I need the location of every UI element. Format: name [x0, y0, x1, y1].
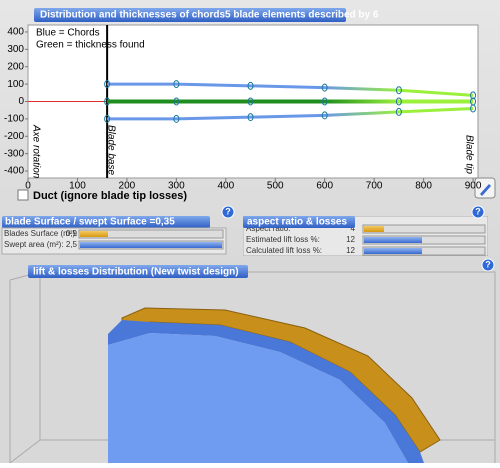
- panel-tab: [243, 216, 355, 228]
- axis-label: Blade tip: [463, 135, 474, 174]
- bar-track: [78, 229, 224, 239]
- point: [321, 111, 328, 120]
- row-label: Estimated lift loss %:: [246, 235, 320, 244]
- x-tick-label: 900: [465, 181, 482, 192]
- point: [470, 97, 477, 106]
- edit-icon: [480, 184, 491, 196]
- x-tick-label: 600: [316, 181, 333, 192]
- point: [104, 114, 111, 123]
- aspect-panel: Aspect ratio: 4 Estimated lift loss %: 1…: [243, 216, 488, 256]
- point: [247, 81, 254, 90]
- bar-fill: [364, 226, 384, 232]
- point: [470, 91, 477, 100]
- y-tick-label: -400: [4, 166, 24, 177]
- x-tick-label: 700: [366, 181, 383, 192]
- axis-label: Blade base: [105, 125, 116, 175]
- y-tick-label: -200: [4, 131, 24, 142]
- chart-title: Distribution and thicknesses of chords5 …: [40, 10, 379, 21]
- help-icon[interactable]: [481, 258, 495, 272]
- surface-3d: [108, 333, 408, 463]
- x-tick-label: 800: [415, 181, 432, 192]
- point: [173, 80, 180, 89]
- panel-title: lift & losses Distribution (New twist de…: [33, 267, 239, 278]
- y-tick-label: 300: [7, 44, 24, 55]
- legend-note: Green = thickness found: [36, 40, 145, 51]
- x-tick-label: 200: [119, 181, 136, 192]
- panel-title: blade Surface / swept Surface =0,35: [5, 217, 175, 228]
- checkbox-label[interactable]: Duct (ignore blade tip losses): [33, 190, 187, 202]
- row-value: 12: [346, 235, 355, 244]
- help-icon[interactable]: [471, 205, 485, 219]
- point: [104, 80, 111, 89]
- help-icon[interactable]: [221, 205, 235, 219]
- series-line: [107, 82, 474, 97]
- point: [173, 114, 180, 123]
- legend-note: Blue = Chords: [36, 28, 100, 39]
- point: [104, 97, 111, 106]
- help-text[interactable]: ?: [485, 259, 491, 269]
- bar-fill: [364, 248, 422, 254]
- bar-track: [362, 246, 486, 256]
- point: [395, 107, 402, 116]
- panel-tab: [2, 216, 210, 228]
- row-label: Aspect ratio:: [246, 224, 290, 233]
- chart-box: [9, 271, 496, 464]
- point: [321, 83, 328, 92]
- y-tick-label: 100: [7, 79, 24, 90]
- y-tick-label: -300: [4, 148, 24, 159]
- bar-track: [362, 224, 486, 234]
- y-tick-label: 0: [18, 96, 24, 107]
- point: [395, 97, 402, 106]
- checkbox[interactable]: [17, 189, 29, 201]
- panel-title: aspect ratio & losses: [247, 217, 347, 228]
- row-label: Swept area (m²):: [4, 240, 64, 249]
- panel-tab: [28, 265, 248, 278]
- point: [247, 97, 254, 106]
- row-value: 0,9: [66, 229, 78, 238]
- series-line: [107, 106, 474, 121]
- bar-fill: [364, 237, 422, 243]
- help-text[interactable]: ?: [475, 206, 481, 216]
- plot: [28, 25, 477, 178]
- row-value: 2,5: [66, 240, 78, 249]
- bar-track: [362, 235, 486, 245]
- help-text[interactable]: ?: [225, 206, 231, 216]
- bar-fill: [80, 242, 222, 248]
- y-tick-label: 200: [7, 61, 24, 72]
- row-label: Blades Surface (m²):: [4, 229, 77, 238]
- x-tick-label: 100: [69, 181, 86, 192]
- axis-label: Axe rotation: [30, 124, 41, 179]
- point: [395, 86, 402, 95]
- row-label: Calculated lift loss %:: [246, 246, 322, 255]
- y-tick-label: -100: [4, 114, 24, 125]
- band-3d: [108, 320, 424, 463]
- bar-fill: [80, 231, 108, 237]
- y-tick-label: 400: [7, 27, 24, 38]
- point: [247, 113, 254, 122]
- point: [173, 97, 180, 106]
- point: [321, 97, 328, 106]
- edit-button[interactable]: [474, 177, 496, 199]
- title-tab: [34, 8, 346, 22]
- x-tick-label: 0: [25, 181, 31, 192]
- row-value: 12: [346, 246, 355, 255]
- x-tick-label: 400: [217, 181, 234, 192]
- x-tick-label: 300: [168, 181, 185, 192]
- x-tick-label: 500: [267, 181, 284, 192]
- row-value: 4: [351, 224, 356, 233]
